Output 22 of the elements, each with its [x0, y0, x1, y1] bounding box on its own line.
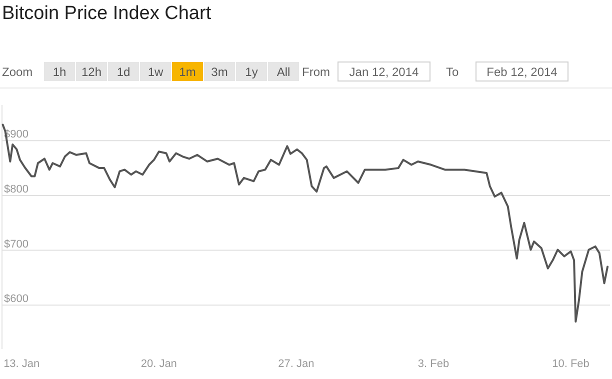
text: All [276, 65, 290, 79]
text: 3m [211, 65, 228, 79]
y-tick-label: $800 [4, 183, 28, 196]
x-tick-label: 13. Jan [4, 358, 40, 370]
text: 1m [179, 65, 196, 79]
text: 12h [81, 65, 102, 79]
text: Jan 12, 2014 [349, 65, 420, 79]
x-tick-label: 10. Feb [552, 358, 590, 370]
text: From [302, 65, 330, 79]
y-tick-label: $600 [4, 293, 28, 306]
text: To [446, 65, 459, 79]
x-tick-label: 27. Jan [278, 358, 314, 370]
text: 1y [245, 65, 258, 79]
text: Zoom [2, 65, 33, 79]
x-tick-label: 20. Jan [140, 358, 177, 370]
y-tick-label: $700 [4, 238, 28, 250]
chart-title: Bitcoin Price Index Chart [2, 3, 212, 24]
text: Feb 12, 2014 [486, 65, 558, 79]
x-tick-label: 3. Feb [418, 358, 450, 370]
text: 1d [116, 65, 130, 79]
text: 1h [52, 65, 66, 79]
text: 1w [148, 65, 164, 79]
